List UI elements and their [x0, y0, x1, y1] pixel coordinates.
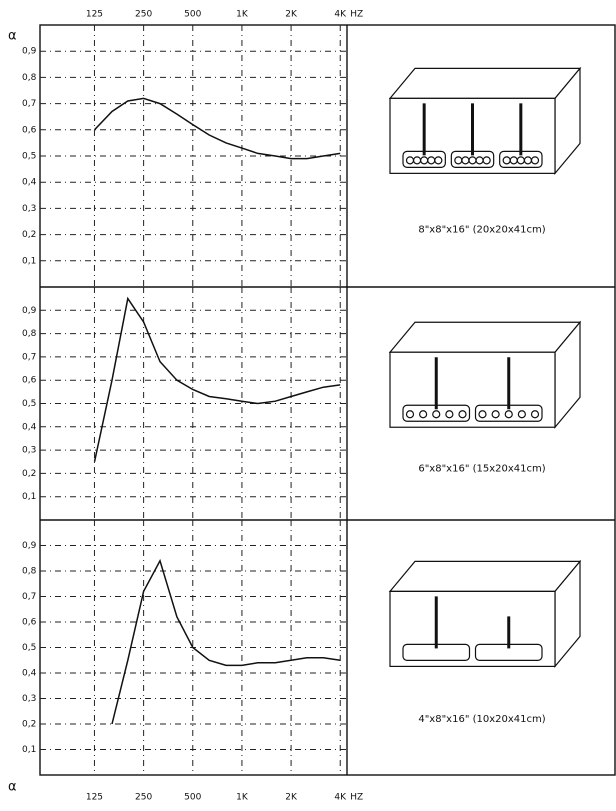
fill-ball [420, 156, 429, 165]
x-tick-label: 1K [236, 793, 249, 803]
y-tick-label: 0,4 [22, 422, 37, 432]
fill-ball [516, 156, 525, 165]
curve [111, 558, 341, 725]
caption: 4"x8"x16" (10x20x41cm) [418, 714, 545, 725]
fill-ball [432, 410, 441, 419]
y-tick-label: 0,1 [22, 256, 36, 266]
fill-ball [509, 156, 518, 165]
y-tick-label: 0,9 [22, 541, 37, 551]
x-tick-label: 4K [334, 10, 347, 20]
fill-ball [517, 410, 526, 419]
block-top [388, 560, 582, 592]
y-tick-label: 0,2 [22, 720, 36, 730]
fill-ball [458, 410, 467, 419]
x-tick-label: 250 [135, 793, 152, 803]
fill-ball [445, 410, 454, 419]
fill-ball [504, 410, 513, 419]
y-tick-label: 0,8 [22, 329, 37, 339]
fill-ball [530, 410, 540, 419]
x-tick-label: 1K [236, 10, 249, 20]
caption: 6"x8"x16" (15x20x41cm) [418, 464, 545, 475]
y-tick-label: 0,6 [22, 376, 37, 386]
y-tick-label: 0,9 [22, 306, 37, 316]
fill-ball [468, 156, 477, 165]
y-tick-label: 0,5 [22, 152, 36, 162]
x-tick-label: 2K [285, 10, 298, 20]
y-tick-label: 0,7 [22, 99, 36, 109]
y-tick-label: 0,3 [22, 446, 36, 456]
curve [93, 97, 341, 160]
fill-ball [405, 410, 415, 419]
y-tick-label: 0,9 [22, 47, 37, 57]
fill-ball [405, 156, 415, 165]
fill-ball [461, 156, 470, 165]
fill-ball [434, 156, 443, 165]
y-tick-label: 0,5 [22, 643, 36, 653]
caption: 8"x8"x16" (20x20x41cm) [418, 224, 545, 235]
y-tick-label: 0,6 [22, 125, 37, 135]
y-tick-label: 0,7 [22, 352, 36, 362]
y-tick-label: 0,4 [22, 669, 37, 679]
x-unit: HZ [350, 793, 363, 803]
x-tick-label: 2K [285, 793, 298, 803]
frame [39, 24, 616, 776]
x-tick-label: 125 [86, 793, 103, 803]
y-tick-label: 0,6 [22, 618, 37, 628]
fill-ball [491, 410, 500, 419]
x-tick-label: 500 [184, 793, 201, 803]
y-tick-label: 0,7 [22, 592, 36, 602]
y-tick-label: 0,2 [22, 230, 36, 240]
y-tick-label: 0,1 [22, 745, 36, 755]
y-tick-label: 0,8 [22, 567, 37, 577]
fill-ball [419, 410, 428, 419]
block-top [388, 67, 582, 99]
x-tick-label: 125 [86, 10, 103, 20]
fill-ball [454, 156, 463, 165]
x-tick-label: 250 [135, 10, 152, 20]
fill-ball [427, 156, 436, 165]
x-unit: HZ [350, 10, 363, 20]
y-tick-label: 0,4 [22, 178, 37, 188]
fill-ball [530, 156, 540, 165]
block-illustration [388, 320, 582, 429]
block-illustration [388, 66, 582, 176]
y-tick-label: 0,1 [22, 492, 36, 502]
fill-ball [482, 156, 491, 165]
fill-ball [478, 410, 487, 419]
y-axis-label: α [8, 29, 17, 44]
fill-ball [502, 156, 511, 165]
block-illustration [388, 559, 582, 669]
curve [93, 296, 341, 462]
y-tick-label: 0,8 [22, 73, 37, 83]
y-tick-label: 0,2 [22, 469, 36, 479]
x-tick-label: 500 [184, 10, 201, 20]
fill-ball [523, 156, 533, 165]
block-top [388, 321, 582, 353]
fill-ball [412, 156, 422, 165]
y-tick-label: 0,5 [22, 399, 36, 409]
y-tick-label: 0,3 [22, 204, 36, 214]
y-axis-label: α [8, 780, 17, 795]
x-tick-label: 4K [334, 793, 347, 803]
fill-ball [475, 156, 484, 165]
y-tick-label: 0,3 [22, 694, 36, 704]
